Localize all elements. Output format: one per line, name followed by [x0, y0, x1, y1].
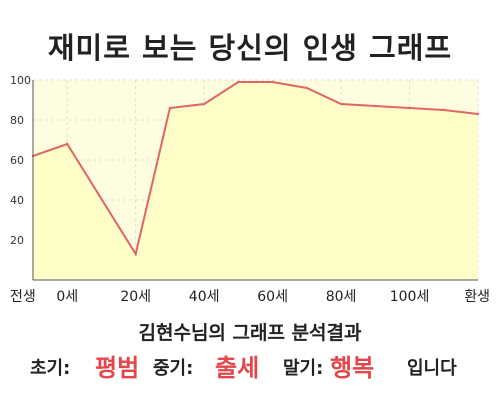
- y-tick-label: 100: [10, 74, 31, 87]
- y-tick-label: 40: [10, 194, 24, 207]
- early-label: 초기:: [30, 358, 71, 379]
- x-tick-label: 전생: [10, 289, 36, 305]
- x-tick-label: 0세: [56, 289, 78, 305]
- data-point: [271, 80, 274, 84]
- result-summary: 초기: 평범 중기: 출세 말기: 행복 입니다: [0, 348, 500, 384]
- y-tick-label: 20: [10, 234, 24, 247]
- data-point: [237, 80, 240, 84]
- x-tick-label: 40세: [189, 289, 220, 305]
- late-label: 말기:: [283, 358, 324, 379]
- result-title: 김현수님의 그래프 분석결과: [138, 322, 362, 344]
- data-point: [66, 142, 69, 146]
- data-point: [305, 86, 309, 90]
- early-value: 평범: [95, 354, 140, 382]
- suffix-text: 입니다: [407, 358, 457, 379]
- area-fill: [33, 82, 478, 280]
- data-point: [168, 106, 172, 110]
- late-value: 행복: [330, 354, 375, 382]
- data-point: [476, 112, 480, 116]
- x-tick-label: 20세: [120, 289, 151, 305]
- x-tick-label: 100세: [390, 289, 430, 305]
- data-point: [442, 108, 445, 112]
- data-point: [408, 106, 411, 110]
- data-point: [134, 252, 137, 256]
- middle-value: 출세: [215, 354, 260, 382]
- y-tick-label: 60: [10, 154, 24, 167]
- x-tick-label: 80세: [326, 289, 357, 305]
- data-point: [202, 102, 206, 106]
- chart-title: 재미로 보는 당신의 인생 그래프: [47, 31, 453, 65]
- data-point: [339, 102, 343, 106]
- x-tick-label: 환생: [464, 289, 490, 305]
- middle-label: 중기:: [153, 358, 194, 379]
- x-tick-label: 60세: [257, 289, 288, 305]
- data-point: [374, 104, 377, 108]
- y-tick-label: 80: [10, 114, 24, 127]
